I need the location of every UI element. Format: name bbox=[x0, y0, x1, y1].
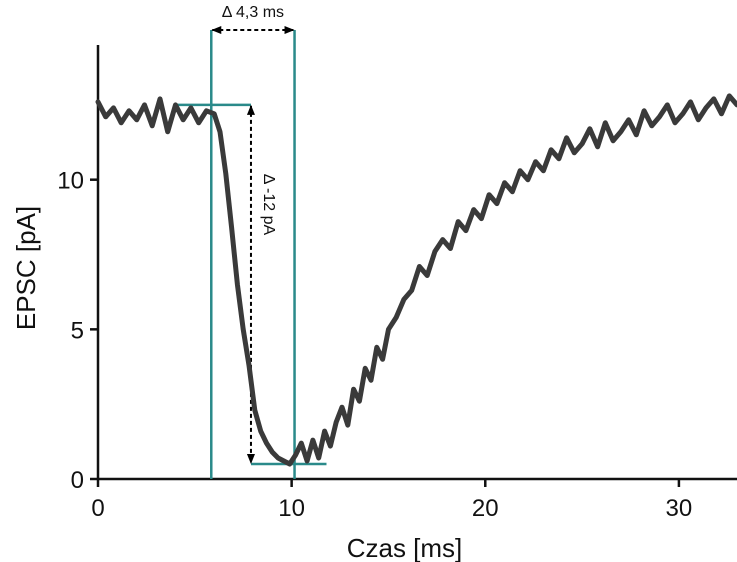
y-tick-label: 0 bbox=[71, 467, 84, 494]
y-tick-label: 5 bbox=[71, 317, 84, 344]
time-delta-label: Δ 4,3 ms bbox=[222, 4, 284, 21]
x-axis-ticks: 0 10 20 30 bbox=[91, 479, 692, 522]
annotation-labels: Δ 4,3 ms Δ -12 pA bbox=[222, 4, 284, 235]
x-tick-label: 30 bbox=[666, 495, 693, 522]
x-tick-label: 20 bbox=[472, 495, 499, 522]
y-tick-label: 10 bbox=[57, 168, 84, 195]
axes: 0 10 20 30 0 5 10 bbox=[57, 45, 737, 522]
x-axis-label: Czas [ms] bbox=[347, 533, 463, 562]
amplitude-delta-label: Δ -12 pA bbox=[260, 174, 277, 236]
measurement-annotations bbox=[177, 26, 327, 479]
epsc-trace-line bbox=[95, 93, 737, 467]
y-axis-label: EPSC [pA] bbox=[11, 206, 41, 330]
y-axis-ticks: 0 5 10 bbox=[57, 168, 98, 494]
x-tick-label: 0 bbox=[91, 495, 104, 522]
x-tick-label: 10 bbox=[278, 495, 305, 522]
